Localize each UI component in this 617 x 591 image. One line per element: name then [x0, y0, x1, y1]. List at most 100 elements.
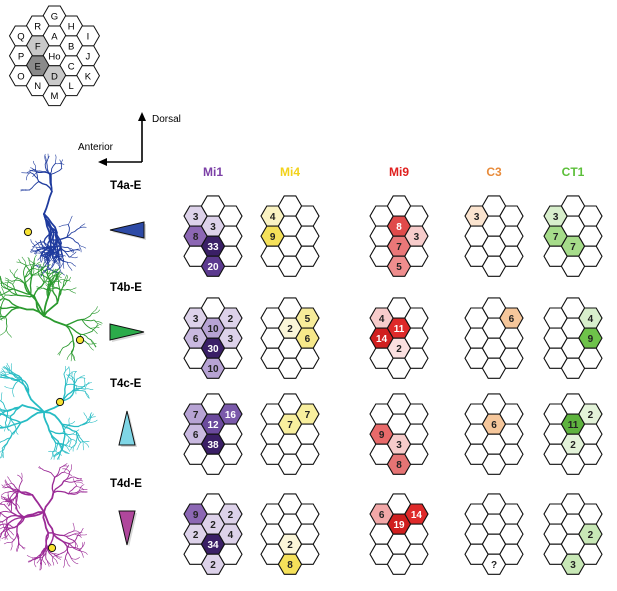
hex-cell-value: 2 [588, 530, 594, 541]
hex-cell-value: 3 [474, 212, 480, 223]
direction-arrow-right [109, 323, 145, 341]
hex-cell-value: 30 [207, 344, 219, 355]
hex-cell-value: 8 [396, 460, 402, 471]
direction-arrow-down [118, 510, 136, 546]
hex-cell-empty [218, 443, 243, 465]
column-header-mi1: Mi1 [203, 165, 223, 179]
hex-cell-value: 10 [207, 364, 219, 375]
key-hex-label: J [86, 51, 91, 62]
hex-cell-empty [295, 347, 320, 369]
hex-grid-t4a-c3: 3 [464, 195, 524, 277]
hex-cell-value: 6 [305, 334, 311, 345]
hex-cell-empty [218, 423, 243, 445]
neuron-morphology [0, 362, 98, 460]
hex-cell-value: 8 [287, 560, 293, 571]
ommatidia-key-map: GR H Q A I F B P Ho J E C O D K N LM [8, 5, 101, 107]
hex-cell-value: 6 [379, 510, 385, 521]
hex-cell-empty [295, 205, 320, 227]
hex-cell-empty [404, 327, 429, 349]
column-header-c3: C3 [486, 165, 502, 179]
hex-cell-value: 7 [396, 242, 402, 253]
hex-grid-t4c-mi1: 7 6 12 38 16 [183, 393, 243, 475]
hex-cell-value: 3 [553, 212, 559, 223]
hex-cell-empty [499, 443, 524, 465]
hex-cell-empty [499, 543, 524, 565]
key-hex-label: Q [17, 31, 24, 42]
hex-cell-value: 34 [207, 540, 219, 551]
hex-grid-t4d-ct1: 32 [543, 493, 603, 575]
hex-cell-value: 14 [376, 334, 388, 345]
dorsal-arrowhead [138, 112, 146, 121]
column-headers: Mi1 Mi4 Mi9 C3 CT1 [203, 165, 585, 179]
hex-cell-value: 3 [210, 222, 216, 233]
hex-cell-value: 7 [553, 232, 559, 243]
hex-cell-value: 2 [228, 510, 234, 521]
row-label-t4d: T4d-E [110, 478, 142, 490]
hex-cell-empty [578, 245, 603, 267]
hex-cell-empty [578, 443, 603, 465]
hex-grid-t4b-ct1: 49 [543, 297, 603, 379]
hex-cell-empty [404, 423, 429, 445]
key-hex-label: O [17, 71, 24, 82]
direction-arrow-left [109, 221, 145, 239]
hex-cell-empty [499, 347, 524, 369]
column-header-mi9: Mi9 [389, 165, 409, 179]
row-label-t4c: T4c-E [110, 378, 142, 390]
hex-cell-value: 5 [305, 314, 311, 325]
hex-grid-t4a-mi4: 49 [260, 195, 320, 277]
row-label-t4a: T4a-E [110, 180, 142, 192]
soma-marker [47, 543, 57, 553]
key-hex [42, 85, 67, 107]
hex-cell-empty [404, 443, 429, 465]
hex-cell-empty [218, 245, 243, 267]
key-hex-label: Ho [48, 51, 60, 62]
hex-cell-value: 19 [393, 520, 405, 531]
hex-cell-value: 3 [193, 314, 199, 325]
hex-cell-value: 2 [210, 560, 216, 571]
hex-cell-value: 6 [193, 430, 199, 441]
hex-cell-empty [404, 543, 429, 565]
hex-cell-value: 4 [228, 530, 234, 541]
hex-grid-t4d-mi9: 6 19 14 [369, 493, 429, 575]
hex-grid-t4b-mi4: 2 5 6 [260, 297, 320, 379]
hex-cell-empty [404, 523, 429, 545]
row-label-t4b: T4b-E [110, 282, 142, 294]
key-hex-label: D [51, 71, 58, 82]
hex-grid-t4c-ct1: 11 2 2 [543, 393, 603, 475]
hex-cell-empty [578, 225, 603, 247]
hex-cell-empty [499, 245, 524, 267]
hex-cell-value: 11 [568, 420, 579, 431]
key-hex-label: A [51, 31, 58, 42]
hex-cell-empty [578, 347, 603, 369]
hex-cell-empty [295, 245, 320, 267]
hex-cell-empty [578, 543, 603, 565]
hex-grid-t4c-mi4: 77 [260, 393, 320, 475]
hex-cell-empty [499, 423, 524, 445]
hex-cell-value: 7 [287, 420, 293, 431]
hex-cell-value: 3 [396, 440, 402, 451]
hex-cell-value: 9 [379, 430, 385, 441]
key-hex-label: F [35, 41, 41, 52]
hex-cell-empty [499, 327, 524, 349]
hex-cell-empty [218, 225, 243, 247]
hex-cell-empty [499, 403, 524, 425]
key-hex-label: M [51, 91, 59, 102]
key-hex-label: G [51, 12, 58, 23]
hex-cell-value: 33 [207, 242, 219, 253]
hex-cell-value: 6 [193, 334, 199, 345]
hex-cell-value: 2 [287, 540, 293, 551]
hex-cell-value: 3 [228, 334, 234, 345]
hex-cell-value: 8 [396, 222, 402, 233]
hex-cell-empty [404, 205, 429, 227]
hex-cell-value: 7 [305, 410, 311, 421]
hex-cell-value: 3 [193, 212, 199, 223]
neuron-morphology [0, 463, 88, 571]
hex-cell-value: 14 [411, 510, 423, 521]
dorsal-label: Dorsal [152, 114, 181, 125]
key-hex-label: H [68, 21, 75, 32]
